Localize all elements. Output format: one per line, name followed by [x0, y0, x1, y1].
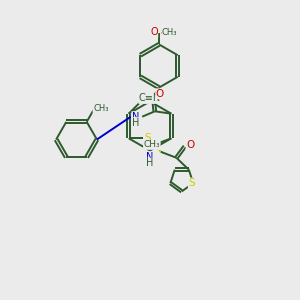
- Text: O: O: [150, 27, 158, 38]
- Text: CH₃: CH₃: [93, 104, 109, 113]
- Text: N: N: [146, 152, 154, 162]
- Text: CH₃: CH₃: [143, 140, 160, 149]
- Text: H: H: [146, 158, 154, 168]
- Text: N: N: [132, 112, 139, 122]
- Text: S: S: [188, 178, 195, 188]
- Text: CH₃: CH₃: [162, 28, 177, 37]
- Text: S: S: [144, 133, 151, 143]
- Text: C≡N: C≡N: [139, 93, 161, 103]
- Text: O: O: [186, 140, 194, 150]
- Text: O: O: [156, 89, 164, 99]
- Text: H: H: [132, 118, 139, 128]
